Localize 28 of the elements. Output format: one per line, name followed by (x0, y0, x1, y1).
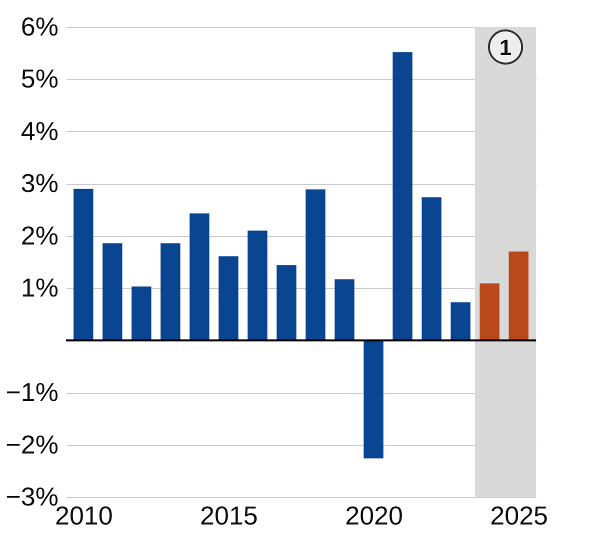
y-tick-label: 1% (20, 272, 58, 303)
bar (450, 302, 470, 340)
bar (422, 197, 442, 340)
bar (248, 230, 268, 340)
x-tick-label: 2020 (345, 500, 403, 530)
bar (160, 243, 180, 340)
bar (190, 213, 210, 340)
y-tick-label: 5% (20, 64, 58, 94)
x-tick-label: 2025 (490, 500, 548, 530)
x-tick-label: 2015 (200, 500, 258, 530)
bar (508, 252, 528, 340)
bar (276, 265, 296, 340)
bar (334, 279, 354, 340)
bar (364, 340, 384, 458)
y-tick-label: 2% (20, 220, 58, 250)
bar (218, 256, 238, 340)
bar (132, 286, 152, 340)
bar (480, 283, 500, 340)
y-tick-label: 3% (20, 168, 58, 198)
band-label: 1 (499, 35, 512, 60)
y-tick-label: −2% (6, 429, 58, 460)
y-tick-label: 6% (20, 12, 58, 42)
bar (306, 189, 326, 340)
bar (102, 243, 122, 340)
bar (392, 52, 412, 340)
y-tick-label: −1% (6, 377, 58, 408)
bar (74, 188, 94, 340)
y-tick-label: 4% (20, 116, 58, 146)
